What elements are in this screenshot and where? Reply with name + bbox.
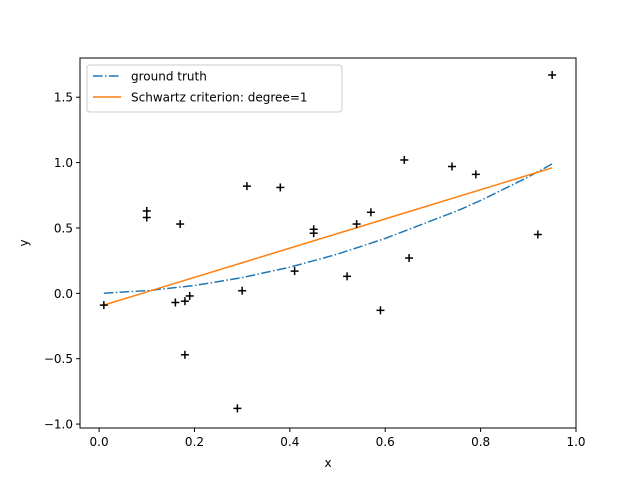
data-point [548,70,557,79]
y-tick-label: 1.0 [54,156,73,170]
legend: ground truth Schwartz criterion: degree=… [86,64,343,113]
y-tick-label: 0.5 [54,221,73,235]
data-point [376,306,385,315]
data-point [276,183,285,192]
data-point [233,404,242,413]
data-point [343,272,352,281]
x-tick-label: 1.0 [566,435,585,449]
x-tick-label: 0.6 [376,435,395,449]
data-point [400,155,409,164]
scatter-points [99,70,557,413]
y-axis-label: y [17,239,31,246]
x-axis-label: x [324,456,331,470]
data-point [533,230,542,239]
data-point [405,254,414,263]
data-point [171,298,180,307]
legend-ground-truth-label: ground truth [131,70,207,84]
legend-fit-label: Schwartz criterion: degree=1 [131,91,308,105]
x-tick-label: 0.0 [90,435,109,449]
plot-area [80,58,576,428]
data-point [471,170,480,179]
x-tick-label: 0.2 [185,435,204,449]
y-tick-label: −0.5 [44,352,73,366]
plot-frame [79,57,577,429]
y-tick-label: 0.0 [54,287,73,301]
data-point [180,297,189,306]
data-point [309,229,318,238]
data-point [142,213,151,222]
data-point [448,162,456,171]
y-tick-label: −1.0 [44,418,73,432]
data-point [99,301,108,310]
ground-truth-series [103,163,553,295]
data-point [238,286,247,295]
y-tick-label: 1.5 [54,91,73,105]
data-point [366,208,375,217]
x-axis-ticks: 0.0 0.2 0.4 0.6 0.8 1.0 [90,428,586,449]
x-tick-label: 0.4 [280,435,299,449]
fit-series [103,167,553,306]
data-point [242,182,251,191]
data-point [352,220,361,229]
data-point [185,291,194,300]
y-axis-ticks: −1.0 −0.5 0.0 0.5 1.0 1.5 [44,91,80,432]
x-tick-label: 0.8 [471,435,490,449]
data-point [180,350,189,359]
ground-truth-line [103,163,553,295]
data-point [290,267,299,276]
data-point [176,220,185,229]
legend-box [86,64,343,113]
fit-line [103,167,553,306]
